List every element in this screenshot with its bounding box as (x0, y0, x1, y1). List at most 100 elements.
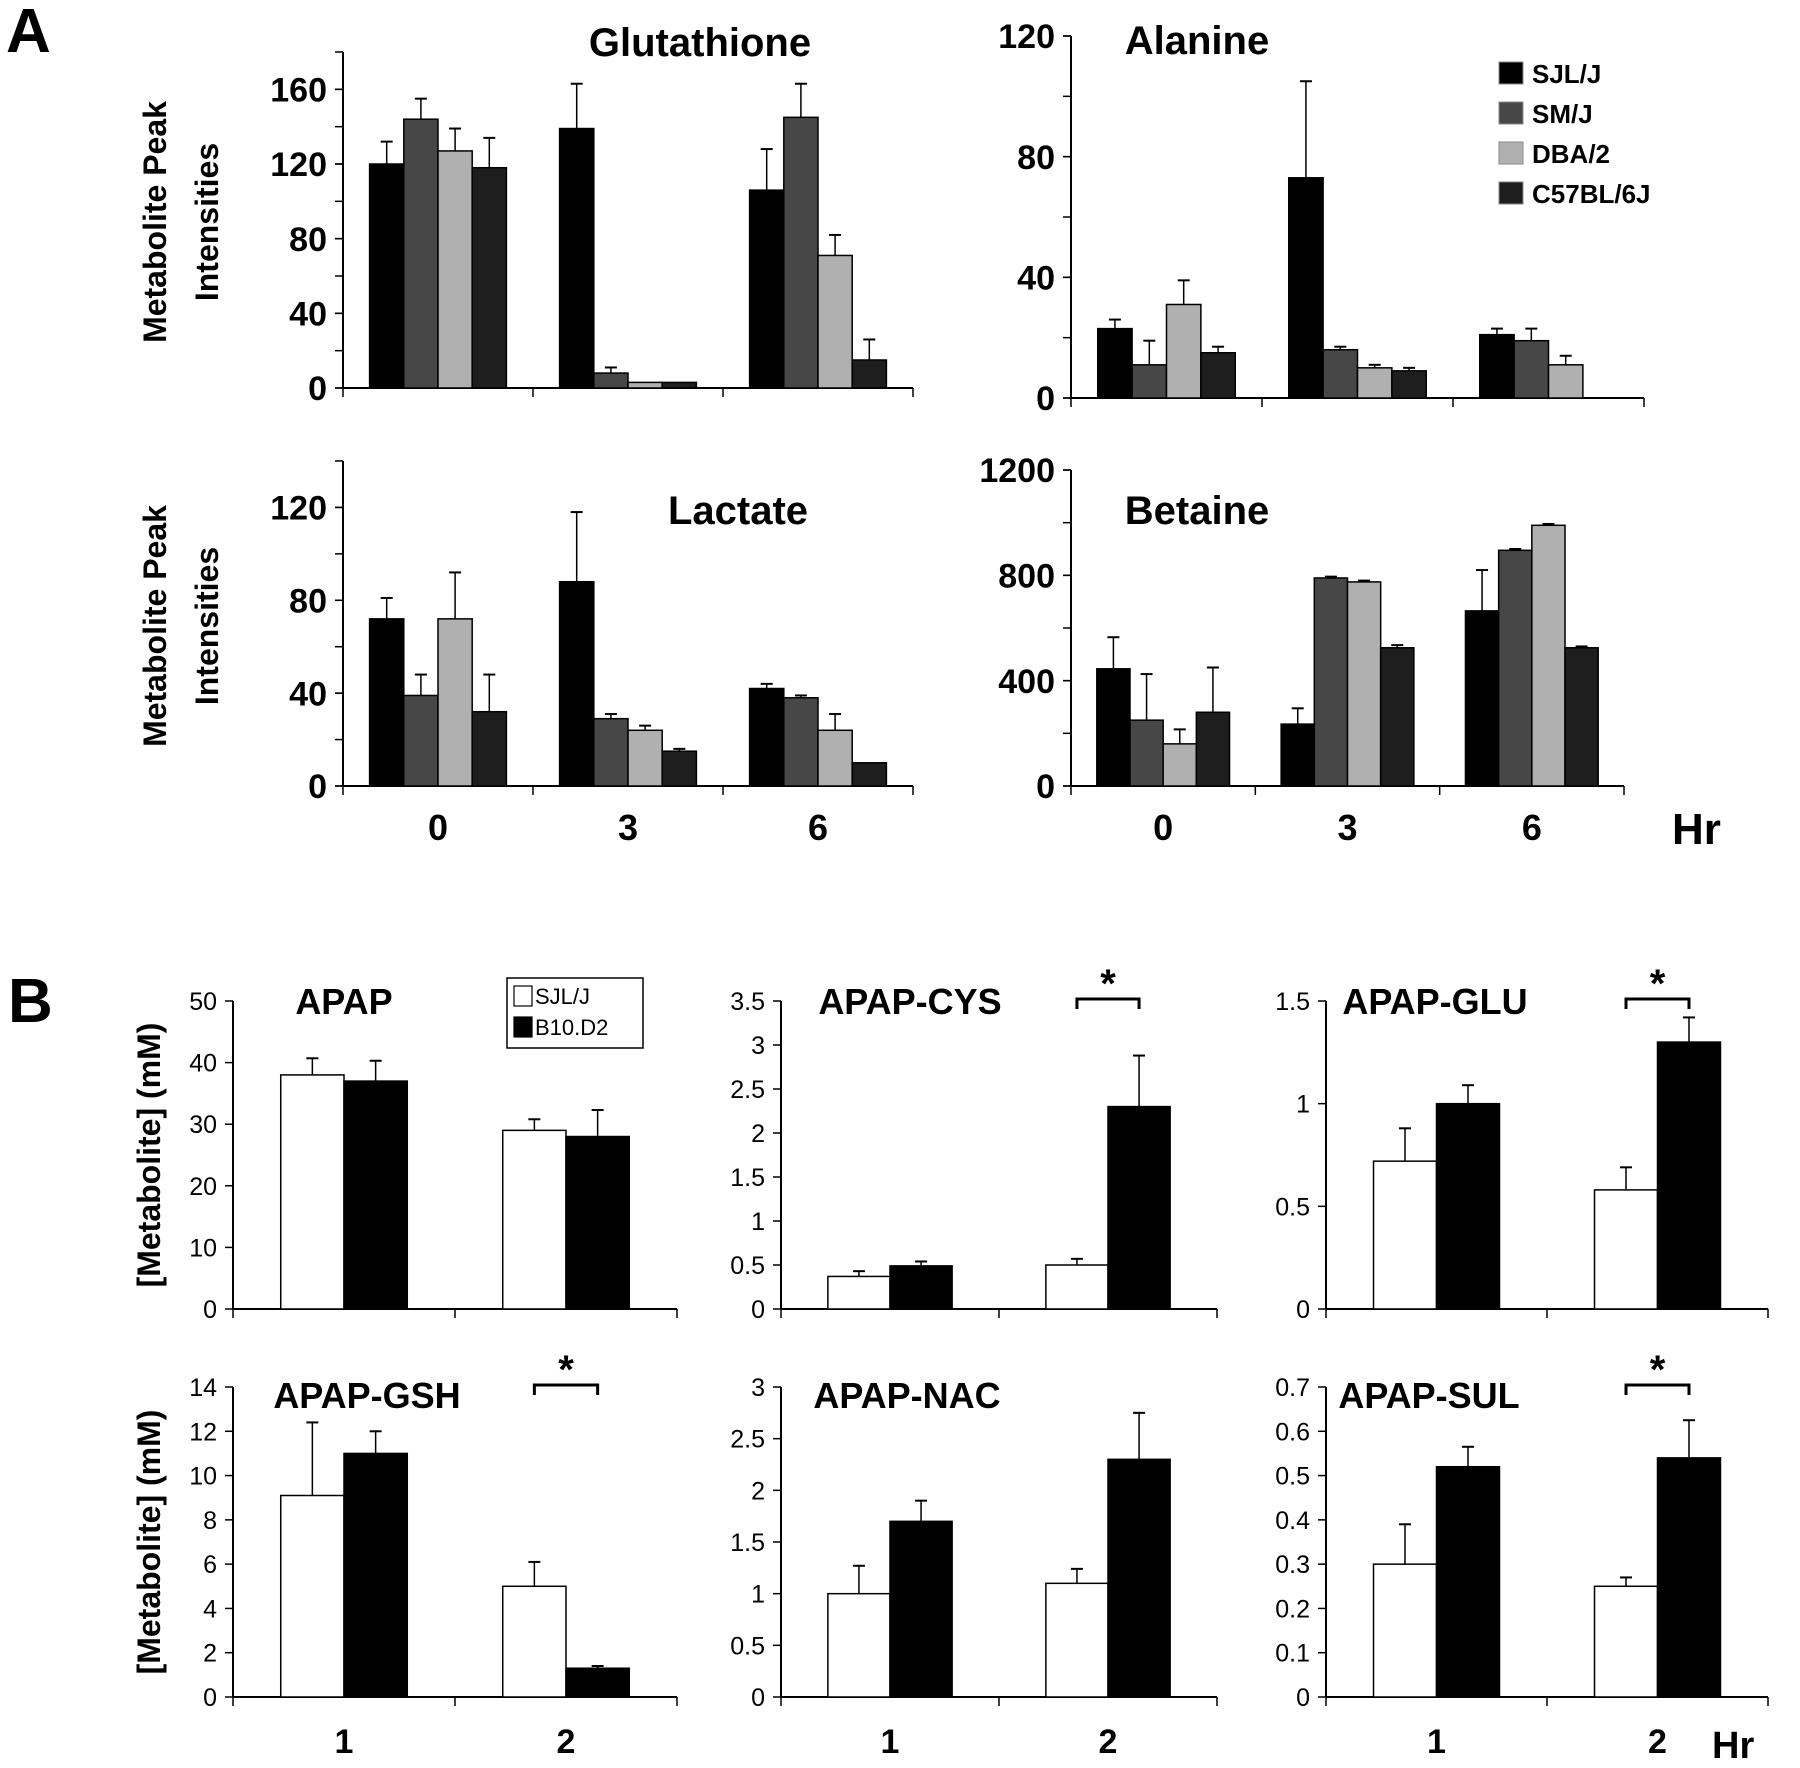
bar (1313, 577, 1349, 787)
y-tick-label: 1.5 (1275, 988, 1310, 1016)
bar (1287, 177, 1324, 399)
legend-swatch (513, 985, 533, 1007)
bar (501, 1129, 567, 1310)
bar (748, 189, 785, 389)
y-tick-label: 30 (189, 1111, 217, 1139)
panel-label-b: B (8, 967, 53, 1036)
y-tick-label: 14 (189, 1374, 217, 1402)
x-tick-label: 1 (335, 1723, 354, 1761)
y-tick-label: 0 (203, 1296, 217, 1324)
y-tick-label: 0 (1036, 380, 1055, 418)
legend-panel-b: SJL/J B10.D2 (506, 977, 644, 1049)
significance-star: * (1650, 962, 1666, 1006)
bar (471, 710, 508, 787)
chart-title: Alanine (1125, 19, 1269, 63)
y-tick-label: 2.5 (730, 1076, 765, 1104)
bar (783, 697, 819, 787)
panel-a-ylabel-bottom-2: Intensities (189, 547, 225, 705)
x-tick-label: 0 (1153, 807, 1173, 848)
y-tick-label: 120 (998, 18, 1055, 56)
x-tick-label: 2 (1099, 1723, 1118, 1761)
y-tick-label: 2 (751, 1120, 765, 1148)
y-tick-label: 40 (189, 1050, 217, 1078)
y-tick-label: 0.5 (1275, 1463, 1310, 1491)
bar (783, 116, 819, 389)
panel-a-ylabel-top: Metabolite Peak (137, 101, 173, 343)
significance-bracket (532, 1383, 600, 1395)
y-tick-label: 0.2 (1275, 1595, 1310, 1623)
chart-title: APAP-CYS (818, 981, 1001, 1022)
y-tick-label: 2 (751, 1477, 765, 1505)
y-tick-label: 2.5 (730, 1426, 765, 1454)
y-tick-label: 0.3 (1275, 1551, 1310, 1579)
bar (1656, 1041, 1722, 1310)
y-tick-label: 160 (270, 72, 327, 110)
bar (827, 1275, 891, 1310)
panel-a-ylabel-top-2: Intensities (189, 143, 225, 301)
y-tick-label: 1 (751, 1208, 765, 1236)
bar (1162, 743, 1198, 787)
bar (558, 127, 595, 389)
y-tick-label: 120 (270, 490, 327, 528)
bar (1531, 524, 1566, 787)
y-tick-label: 40 (1017, 260, 1055, 298)
bar (1379, 647, 1415, 787)
chart-title: Betaine (1125, 489, 1270, 533)
bar (343, 1080, 409, 1310)
legend-swatch (513, 1016, 533, 1038)
y-tick-label: 800 (998, 558, 1055, 596)
bar (889, 1520, 953, 1698)
bar (1129, 719, 1164, 787)
y-tick-label: 120 (270, 146, 327, 184)
chart-apap-nac: APAP-NAC 0 0.5 1 1.5 2 2.5 3 1 2 (730, 1374, 1218, 1761)
bar (817, 254, 853, 389)
significance-bracket (1624, 997, 1691, 1009)
bar (1096, 668, 1131, 787)
bar (403, 694, 439, 787)
chart-lactate: Lactate 0 40 80 120 0 3 6 (270, 460, 914, 848)
bar (1435, 1465, 1501, 1698)
chart-apap-sul: APAP-SUL 0 0.1 0.2 0.3 0.4 0.5 0.6 0.7 1 2 * (1275, 1348, 1769, 1761)
y-tick-label: 2 (203, 1640, 217, 1668)
y-tick-label: 400 (998, 663, 1055, 701)
y-tick-label: 4 (203, 1595, 217, 1623)
bar (1372, 1160, 1438, 1310)
bar (368, 618, 405, 787)
legend-swatch (1498, 61, 1524, 85)
bar (661, 381, 698, 389)
x-tick-label: 1 (1427, 1723, 1446, 1761)
chart-alanine: Alanine 0 40 80 120 (998, 18, 1645, 418)
chart-title: APAP-GLU (1342, 981, 1527, 1022)
bar (343, 1452, 409, 1698)
bar (851, 762, 888, 787)
y-tick-label: 0 (1296, 1684, 1310, 1712)
x-tick-label: 2 (557, 1723, 576, 1761)
legend-label: DBA/2 (1532, 139, 1610, 169)
chart-betaine: Betaine 0 400 800 1200 0 3 6 (979, 452, 1625, 848)
bar (748, 687, 785, 787)
chart-apap-cys: APAP-CYS 0 0.5 1 1.5 2 2.5 3 3.5 * (730, 962, 1218, 1324)
chart-title: APAP-SUL (1338, 1375, 1519, 1416)
bar (1547, 364, 1584, 399)
bar (437, 150, 473, 389)
panel-a-xunit: Hr (1672, 805, 1721, 854)
chart-title: Glutathione (589, 21, 811, 65)
y-tick-label: 1200 (979, 452, 1055, 490)
bar (1322, 348, 1359, 399)
y-tick-label: 40 (289, 675, 327, 713)
bar (471, 166, 508, 389)
legend-label: C57BL/6J (1532, 179, 1651, 209)
y-tick-label: 80 (289, 583, 327, 621)
y-tick-label: 0.5 (730, 1632, 765, 1660)
y-tick-label: 40 (289, 296, 327, 334)
y-tick-label: 0.4 (1275, 1507, 1310, 1535)
y-tick-label: 80 (289, 221, 327, 259)
y-tick-label: 8 (203, 1507, 217, 1535)
bar (1513, 339, 1550, 399)
x-tick-label: 3 (618, 807, 638, 848)
bar (1165, 303, 1202, 399)
legend-swatch (1498, 101, 1524, 125)
chart-apap-glu: APAP-GLU 0 0.5 1 1.5 * (1275, 962, 1769, 1324)
x-tick-label: 6 (808, 807, 828, 848)
